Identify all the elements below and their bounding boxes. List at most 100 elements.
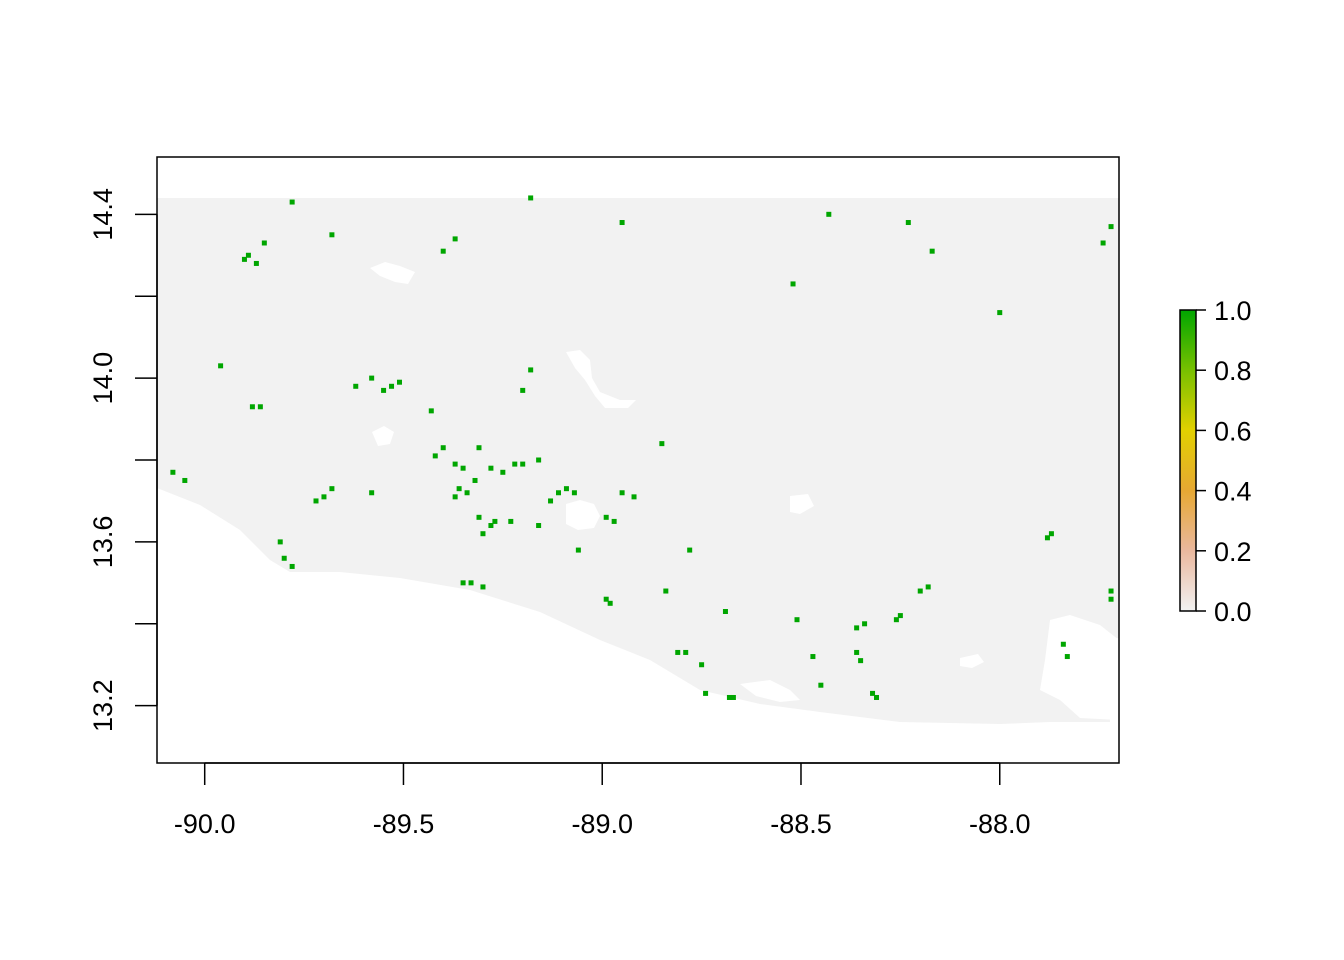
raster-cell <box>508 518 514 524</box>
raster-cell <box>1044 535 1050 541</box>
raster-cell <box>687 547 693 553</box>
x-axis: -90.0 -89.5 -89.0 -88.5 -88.0 <box>174 762 1031 839</box>
x-tick-label: -90.0 <box>174 809 236 839</box>
raster-cell <box>182 477 188 483</box>
raster-cell <box>452 494 458 500</box>
raster-cell <box>257 404 263 410</box>
raster-cell <box>492 518 498 524</box>
raster-cell <box>480 531 486 537</box>
raster-cell <box>460 465 466 471</box>
raster-cell <box>818 682 824 688</box>
raster-cell <box>536 523 542 529</box>
raster-cell <box>369 490 375 496</box>
raster-cell <box>389 383 395 389</box>
raster-cell <box>925 584 931 590</box>
raster-cell <box>353 383 359 389</box>
raster-cell <box>675 649 681 655</box>
lake-shape <box>1040 615 1119 720</box>
raster-cell <box>619 220 625 226</box>
raster-cell <box>571 490 577 496</box>
lake-shape <box>372 426 394 446</box>
raster-cell <box>170 469 176 475</box>
raster-cell <box>810 654 816 660</box>
y-axis: 13.2 13.6 14.0 14.4 <box>88 188 158 732</box>
lake-shape <box>740 680 800 702</box>
y-tick-label: 14.4 <box>88 188 118 241</box>
land-raster <box>157 198 1119 724</box>
raster-cell <box>488 523 494 529</box>
raster-cell <box>289 199 295 205</box>
raster-cell <box>862 621 868 627</box>
raster-cell <box>826 211 832 217</box>
lake-shape <box>960 654 984 668</box>
raster-cell <box>476 445 482 451</box>
raster-cell <box>432 453 438 459</box>
raster-cell <box>428 408 434 414</box>
raster-cell <box>528 195 534 201</box>
raster-cell <box>905 220 911 226</box>
raster-cell <box>440 248 446 254</box>
colorbar-tick-label: 0.2 <box>1214 537 1252 567</box>
colorbar-legend: 0.0 0.2 0.4 0.6 0.8 1.0 <box>1179 296 1252 627</box>
raster-cell <box>289 563 295 569</box>
raster-cell <box>381 387 387 393</box>
raster-cell <box>1048 531 1054 537</box>
x-tick-label: -88.0 <box>969 809 1031 839</box>
raster-cell <box>997 310 1003 316</box>
raster-cell <box>329 486 335 492</box>
raster-cell <box>893 617 899 623</box>
raster-cell <box>456 486 462 492</box>
lake-shape <box>566 350 636 408</box>
raster-cell <box>329 232 335 238</box>
raster-cell <box>563 486 569 492</box>
raster-cell <box>917 588 923 594</box>
raster-cell <box>575 547 581 553</box>
raster-cell <box>683 649 689 655</box>
raster-cell <box>619 490 625 496</box>
raster-cell <box>699 662 705 668</box>
raster-cell <box>245 252 251 258</box>
colorbar-tick-label: 0.8 <box>1214 356 1252 386</box>
raster-cell <box>854 625 860 631</box>
raster-cell <box>460 580 466 586</box>
raster-cell <box>520 387 526 393</box>
lake-shape <box>370 262 415 284</box>
raster-cell <box>396 379 402 385</box>
raster-cell <box>369 375 375 381</box>
raster-cell <box>472 477 478 483</box>
y-tick-label: 13.6 <box>88 516 118 569</box>
raster-cell <box>611 518 617 524</box>
lake-shape <box>790 494 814 514</box>
colorbar-tick-label: 0.6 <box>1214 416 1252 446</box>
raster-cell <box>464 490 470 496</box>
raster-cell <box>500 469 506 475</box>
raster-cell <box>631 494 637 500</box>
x-tick-label: -89.0 <box>571 809 633 839</box>
x-tick-label: -88.5 <box>770 809 832 839</box>
raster-cell <box>452 236 458 242</box>
raster-cell <box>548 498 554 504</box>
raster-cell <box>512 461 518 467</box>
raster-cell <box>929 248 935 254</box>
raster-cell <box>440 445 446 451</box>
raster-layer <box>157 195 1119 724</box>
raster-cell <box>897 613 903 619</box>
raster-cell <box>607 600 613 606</box>
lake-shape <box>566 500 600 530</box>
raster-cell <box>603 514 609 520</box>
raster-cell <box>468 580 474 586</box>
raster-cell <box>528 367 534 373</box>
raster-cell <box>261 240 267 246</box>
colorbar-tick-label: 0.4 <box>1214 477 1252 507</box>
raster-cell <box>858 658 864 664</box>
raster-cell <box>249 404 255 410</box>
raster-cell <box>1060 641 1066 647</box>
raster-cell <box>790 281 796 287</box>
raster-cell <box>1108 224 1114 230</box>
raster-cell <box>476 514 482 520</box>
y-tick-label: 13.2 <box>88 679 118 732</box>
raster-cell <box>794 617 800 623</box>
raster-cell <box>870 690 876 696</box>
raster-cell <box>1064 654 1070 660</box>
